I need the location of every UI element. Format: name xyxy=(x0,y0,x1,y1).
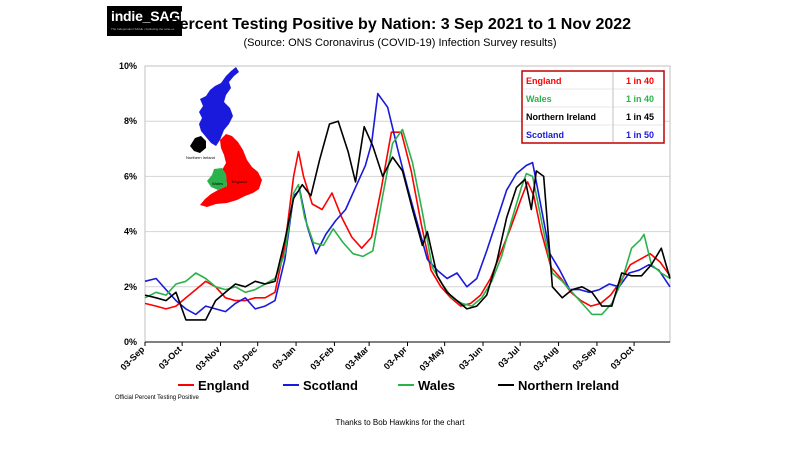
y-tick-label: 0% xyxy=(124,337,137,347)
y-tick-label: 8% xyxy=(124,116,137,126)
series-line-scotland xyxy=(144,92,671,316)
x-tick-label: 03-May xyxy=(417,344,446,373)
x-tick-label: 03-Oct xyxy=(609,344,636,371)
ratio-table-value: 1 in 45 xyxy=(626,112,654,122)
ratio-table-value: 1 in 50 xyxy=(626,130,654,140)
chart-credit: Thanks to Bob Hawkins for the chart xyxy=(335,418,465,427)
series-lines xyxy=(144,92,671,321)
chart-subtitle: (Source: ONS Coronavirus (COVID-19) Infe… xyxy=(243,37,557,49)
legend-label: Wales xyxy=(418,378,455,393)
ratio-table-nation: Scotland xyxy=(526,130,564,140)
legend-label: Scotland xyxy=(303,378,358,393)
x-tick-label: 03-Sep xyxy=(570,344,598,372)
logo-text: indie_SAGE xyxy=(111,8,190,24)
ratio-table-rows: England 1 in 40 Wales 1 in 40 Northern Irela… xyxy=(526,76,654,140)
x-tick-label: 03-Feb xyxy=(308,344,336,372)
x-tick-label: 03-Aug xyxy=(531,344,560,373)
y-tick-label: 2% xyxy=(124,282,137,292)
chart-legend: England Scotland Wales Northern Ireland xyxy=(178,378,619,393)
x-tick-label: 03-Dec xyxy=(231,344,259,372)
england-map-shape xyxy=(200,134,262,207)
x-tick-label: 03-Sep xyxy=(118,344,146,372)
y-tick-label: 10% xyxy=(119,61,137,71)
x-tick-label: 03-Nov xyxy=(194,344,222,372)
ratio-table-value: 1 in 40 xyxy=(626,94,654,104)
uk-map-inset: Northern Ireland England Wales xyxy=(186,67,262,207)
scotland-map-shape xyxy=(199,67,239,146)
x-tick-label: 03-Jan xyxy=(270,344,297,371)
indie-sage-logo: indie_SAGE The Independent SAGE • Follow… xyxy=(107,6,189,36)
ratio-table-nation: Northern Ireland xyxy=(526,112,596,122)
chart-footnote: Official Percent Testing Positive xyxy=(115,395,199,401)
x-tick-label: 03-Mar xyxy=(343,344,371,372)
y-tick-label: 4% xyxy=(124,227,137,237)
ratio-table: England 1 in 40 Wales 1 in 40 Northern Irela… xyxy=(521,70,665,144)
x-tick-label: 03-Apr xyxy=(382,344,410,372)
wales-map-shape xyxy=(207,168,227,190)
legend-label: Northern Ireland xyxy=(518,378,619,393)
series-line-wales xyxy=(144,128,671,316)
chart-title: Percent Testing Positive by Nation: 3 Se… xyxy=(168,16,632,33)
map-label-northern-ireland: Northern Ireland xyxy=(186,155,215,160)
x-tick-label: 03-Jun xyxy=(457,344,485,372)
map-label-england: England xyxy=(232,179,247,184)
ratio-table-nation: Wales xyxy=(526,94,552,104)
x-tick-label: 03-Oct xyxy=(157,344,184,371)
y-tick-label: 6% xyxy=(124,171,137,181)
x-tick-label: 03-Jul xyxy=(496,344,521,369)
series-line-england xyxy=(144,131,671,310)
map-label-wales: Wales xyxy=(212,181,223,186)
series-line-northern-ireland xyxy=(144,120,671,321)
legend-label: England xyxy=(198,378,249,393)
ratio-table-nation: England xyxy=(526,76,562,86)
ratio-table-value: 1 in 40 xyxy=(626,76,654,86)
logo-tagline: The Independent SAGE • Following the sci… xyxy=(111,27,175,31)
northern-ireland-map-shape xyxy=(190,136,206,153)
